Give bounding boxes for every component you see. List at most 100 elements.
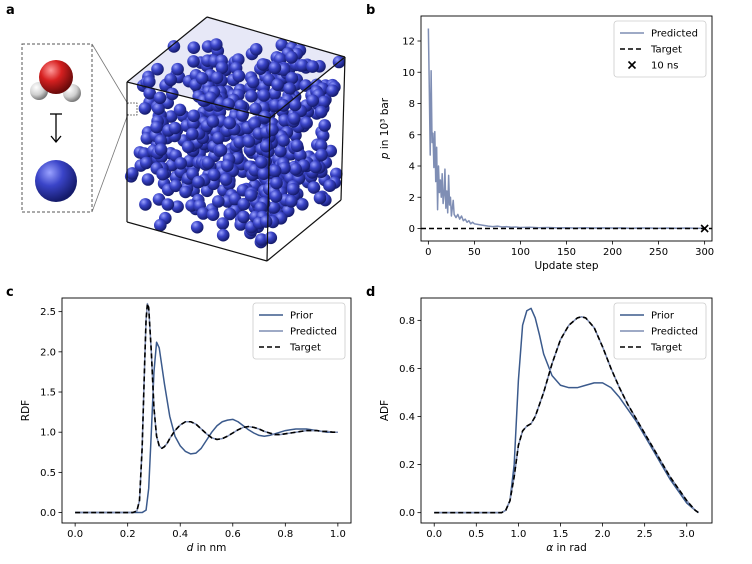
x-axis-label: d in nm [187, 542, 227, 554]
legend-label: Target [650, 45, 682, 56]
particle-sphere [232, 69, 246, 83]
particle-sphere [314, 105, 328, 119]
legend-label: Predicted [651, 327, 698, 338]
y-tick-label: 0.5 [40, 468, 56, 479]
legend-label: 10 ns [651, 61, 678, 72]
particle-sphere [156, 167, 169, 181]
particle-sphere [271, 78, 284, 91]
y-tick-label: 10 [402, 68, 415, 79]
plots-layer: 0 50 100 150 200 250 300 0 2 4 6 8 10 12 Update step p … [20, 15, 714, 554]
mapping-inset-box [21, 43, 93, 213]
particle-sphere [216, 228, 230, 242]
x-tick-label: 0.8 [277, 529, 293, 540]
particle-sphere [233, 136, 246, 149]
maps-to-arrow-icon [50, 113, 62, 144]
particle-sphere [151, 62, 164, 76]
y-tick-label: 0.0 [399, 508, 415, 519]
particle-sphere [187, 55, 200, 68]
particle-sphere [195, 72, 209, 85]
particle-sphere [268, 164, 282, 178]
x-tick-label: 150 [557, 247, 576, 258]
x-tick-label: 2.0 [595, 529, 611, 540]
particle-sphere [212, 195, 225, 208]
x-tick-label: 0.6 [225, 529, 241, 540]
particle-sphere [221, 159, 234, 172]
particle-sphere [174, 157, 187, 170]
particle-sphere [190, 220, 204, 234]
particle-sphere [256, 58, 270, 71]
y-axis-label-variable: p [379, 152, 391, 160]
y-tick-label: 6 [409, 130, 415, 141]
particle-sphere [286, 182, 300, 196]
particle-sphere [306, 94, 320, 107]
x-tick-label: 50 [468, 247, 481, 258]
y-axis-label: RDF [20, 400, 32, 421]
particle-sphere [153, 91, 167, 105]
plot-frame [420, 297, 713, 524]
y-tick-label: 4 [409, 162, 415, 173]
particle-sphere [283, 82, 297, 95]
particle-sphere [187, 41, 201, 54]
particle-sphere [143, 75, 156, 88]
particle-sphere [138, 102, 152, 115]
panel-letter-d: d [366, 285, 376, 300]
y-tick-label: 0.0 [40, 508, 56, 519]
particle-sphere [323, 179, 337, 192]
particle-sphere [216, 217, 230, 230]
x-tick-label: 1.5 [553, 529, 569, 540]
particle-sphere [186, 127, 199, 141]
y-axis-label-rest: in 10³ bar [379, 97, 391, 152]
particle-sphere [296, 59, 309, 72]
particle-sphere [192, 175, 205, 189]
particle-sphere [126, 167, 139, 180]
particle-sphere [316, 129, 330, 143]
particle-sphere [317, 95, 331, 109]
series-marker-10ns [700, 224, 709, 233]
particle-sphere [173, 103, 187, 117]
panel-a-schematic [21, 16, 346, 262]
particle-sphere [223, 207, 237, 221]
x-tick-label: 0.0 [67, 529, 83, 540]
particle-sphere [259, 139, 273, 153]
x-tick-label: 100 [511, 247, 530, 258]
particle-sphere [143, 86, 156, 100]
particle-sphere [201, 156, 215, 170]
particle-sphere [150, 120, 163, 134]
zoom-line-top [91, 43, 129, 105]
particle-sphere [141, 173, 155, 186]
x-tick-label: 3.0 [679, 529, 695, 540]
particle-sphere [274, 144, 287, 158]
x-axis-label: α in rad [546, 542, 587, 554]
x-tick-label: 0.2 [120, 529, 136, 540]
particle-sphere [167, 40, 181, 53]
x-axis-label-rest: in nm [193, 542, 226, 554]
particle-sphere [204, 91, 218, 105]
particle-sphere [249, 102, 262, 116]
particle-sphere [318, 119, 332, 132]
panel-letter-b: b [366, 3, 376, 18]
series-line-target [434, 315, 699, 514]
particle-sphere [210, 71, 224, 85]
particle-sphere [313, 191, 327, 205]
particle-sphere [207, 168, 221, 182]
particle-box-icon [124, 16, 346, 262]
y-tick-label: 0.2 [399, 460, 415, 471]
y-tick-label: 2 [409, 193, 415, 204]
particle-sphere [296, 198, 309, 211]
particle-sphere [268, 61, 282, 75]
particle-sphere [139, 198, 152, 211]
particle-sphere [255, 233, 268, 246]
y-tick-label: 2.5 [40, 307, 56, 318]
legend-label: Target [289, 343, 321, 354]
particle-sphere [266, 123, 279, 137]
x-axis-label-rest: in rad [553, 542, 587, 554]
particle-sphere [259, 215, 273, 228]
plot-frame [61, 297, 352, 524]
particle-sphere [290, 139, 304, 152]
legend-box [252, 302, 346, 360]
particle-sphere [255, 156, 268, 169]
particle-sphere [326, 84, 339, 97]
particle-sphere [212, 131, 225, 145]
zoom-line-bottom [91, 113, 129, 213]
particle-sphere [299, 79, 313, 92]
